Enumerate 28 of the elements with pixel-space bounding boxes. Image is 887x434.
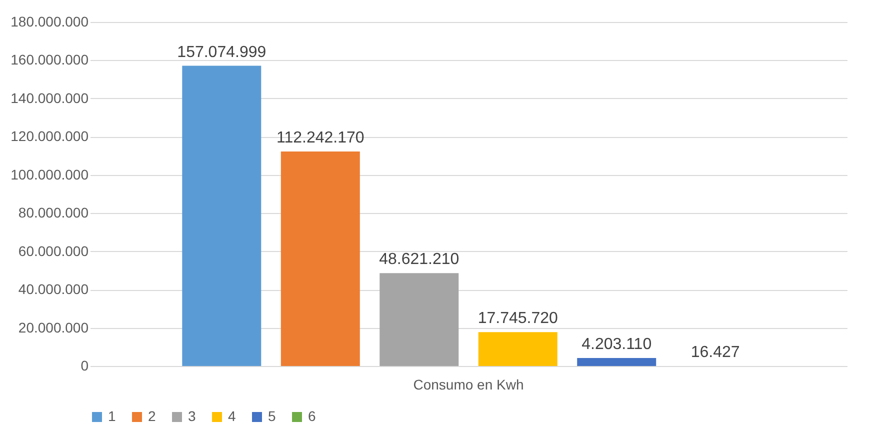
data-label: 112.242.170 bbox=[276, 129, 364, 146]
y-tick-label: 0 bbox=[80, 358, 89, 374]
bar bbox=[577, 358, 656, 366]
y-tick-label: 160.000.000 bbox=[10, 52, 89, 68]
legend-label: 4 bbox=[228, 408, 236, 424]
y-tick-label: 80.000.000 bbox=[18, 204, 89, 221]
y-tick-label: 20.000.000 bbox=[18, 319, 89, 336]
legend-label: 3 bbox=[188, 408, 196, 424]
y-tick-label: 40.000.000 bbox=[18, 281, 89, 298]
y-tick-label: 100.000.000 bbox=[10, 166, 89, 182]
data-label: 4.203.110 bbox=[582, 336, 652, 353]
legend-label: 2 bbox=[148, 408, 156, 424]
bar bbox=[380, 273, 459, 366]
data-label: 48.621.210 bbox=[379, 251, 460, 268]
legend-label: 6 bbox=[308, 408, 316, 424]
y-tick-label: 120.000.000 bbox=[10, 128, 89, 144]
bar bbox=[280, 151, 360, 366]
legend-label: 5 bbox=[268, 408, 276, 424]
data-label: 157.074.999 bbox=[177, 44, 266, 61]
y-tick-label: 140.000.000 bbox=[10, 90, 89, 106]
legend-label: 1 bbox=[108, 408, 116, 424]
x-tick-label: Consumo en Kwh bbox=[413, 376, 524, 392]
data-label: 17.745.720 bbox=[478, 310, 558, 328]
y-tick-label: 60.000.000 bbox=[18, 242, 89, 259]
data-label: 16.427 bbox=[690, 344, 740, 361]
y-tick-label: 180.000.000 bbox=[10, 14, 89, 30]
bar bbox=[478, 332, 558, 366]
bar bbox=[182, 66, 262, 366]
